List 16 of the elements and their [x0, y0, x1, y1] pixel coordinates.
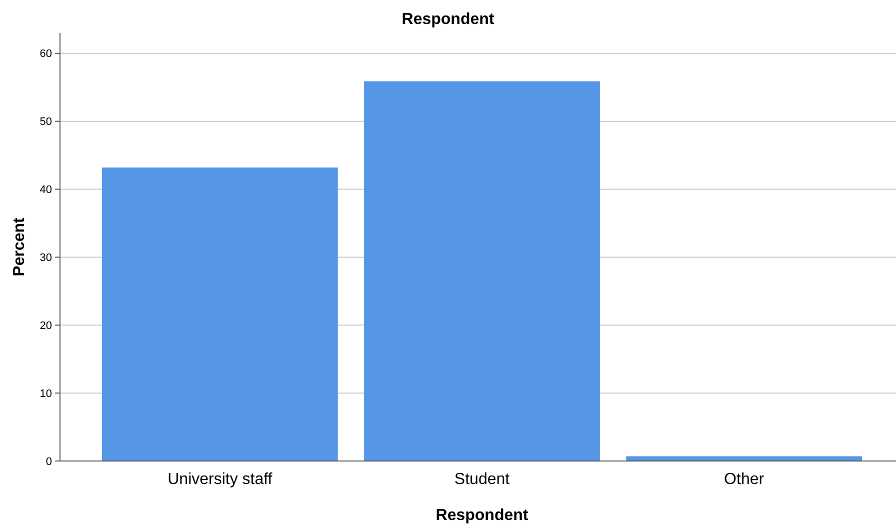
- y-axis-title: Percent: [11, 216, 28, 276]
- bar: [626, 456, 862, 461]
- y-tick-label: 40: [40, 184, 52, 196]
- x-tick-label: Student: [454, 471, 510, 488]
- y-tick-label: 50: [40, 116, 52, 128]
- y-tick-label: 20: [40, 320, 52, 332]
- y-tick-label: 10: [40, 388, 52, 400]
- y-tick-label: 0: [46, 456, 52, 468]
- x-tick-label: Other: [724, 471, 765, 488]
- y-tick-label: 60: [40, 48, 52, 60]
- bar: [102, 168, 338, 461]
- chart-title: Respondent: [402, 11, 495, 28]
- bar: [364, 81, 600, 461]
- x-axis-title: Respondent: [436, 507, 529, 524]
- x-tick-label: University staff: [168, 471, 273, 488]
- y-tick-label: 30: [40, 252, 52, 264]
